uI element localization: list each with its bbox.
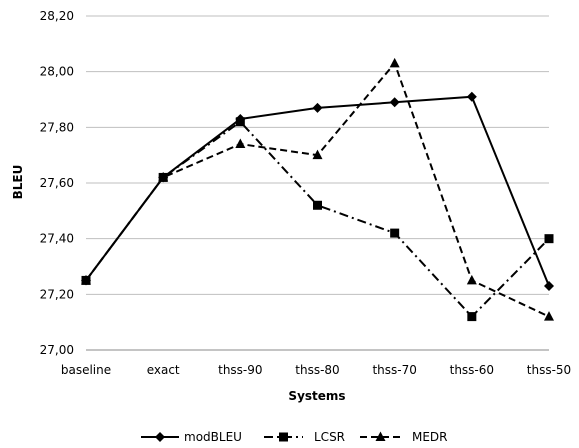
series-modBLEU (81, 91, 554, 291)
legend-marker (375, 431, 386, 441)
legend-marker (279, 432, 288, 442)
y-axis-title: BLEU (11, 165, 25, 200)
legend-label: modBLEU (184, 430, 242, 444)
y-tick-label: 28,20 (40, 9, 74, 23)
legend-marker (155, 432, 165, 442)
x-tick-label: exact (147, 363, 180, 377)
data-point (390, 228, 400, 238)
x-tick-label: thss-90 (218, 363, 262, 377)
data-point (389, 97, 400, 108)
data-point (235, 113, 246, 124)
legend-item-MEDR: MEDR (360, 430, 448, 444)
data-point (235, 138, 246, 149)
x-tick-label: thss-60 (450, 363, 494, 377)
data-point (467, 312, 477, 322)
legend-item-LCSR: LCSR (264, 430, 345, 444)
series-LCSR (81, 117, 554, 322)
data-point (81, 275, 91, 286)
data-point (544, 280, 554, 291)
y-tick-label: 28,00 (40, 65, 74, 79)
series-line (85, 95, 550, 287)
data-point (312, 102, 323, 113)
x-tick-label: thss-50 (527, 363, 571, 377)
x-tick-label: thss-80 (295, 363, 339, 377)
data-point (544, 311, 554, 321)
legend: modBLEU LCSR MEDR (141, 430, 448, 444)
y-tick-label: 27,80 (40, 120, 74, 134)
legend-label: MEDR (412, 430, 448, 444)
series-lines (81, 57, 554, 322)
x-tick-labels: baseline exact thss-90 thss-80 thss-70 thss-6… (61, 363, 571, 377)
data-point (466, 91, 477, 102)
y-tick-label: 27,40 (40, 232, 74, 246)
gridlines (86, 15, 549, 351)
series-line (85, 62, 550, 318)
x-tick-label: baseline (61, 363, 111, 377)
y-tick-label: 27,60 (40, 176, 74, 190)
data-point (544, 234, 554, 244)
x-axis-title: Systems (288, 389, 345, 403)
y-tick-label: 27,00 (40, 343, 74, 357)
data-point (158, 172, 169, 183)
y-tick-label: 27,20 (40, 287, 74, 301)
legend-label: LCSR (314, 430, 345, 444)
data-point (312, 149, 323, 160)
y-tick-labels: 27,00 27,20 27,40 27,60 27,80 28,00 28,20 (40, 9, 74, 357)
legend-item-modBLEU: modBLEU (141, 430, 242, 444)
data-point (466, 274, 477, 285)
series-MEDR (81, 57, 554, 321)
x-tick-label: thss-70 (372, 363, 416, 377)
data-point (313, 200, 322, 210)
data-point (389, 57, 400, 68)
